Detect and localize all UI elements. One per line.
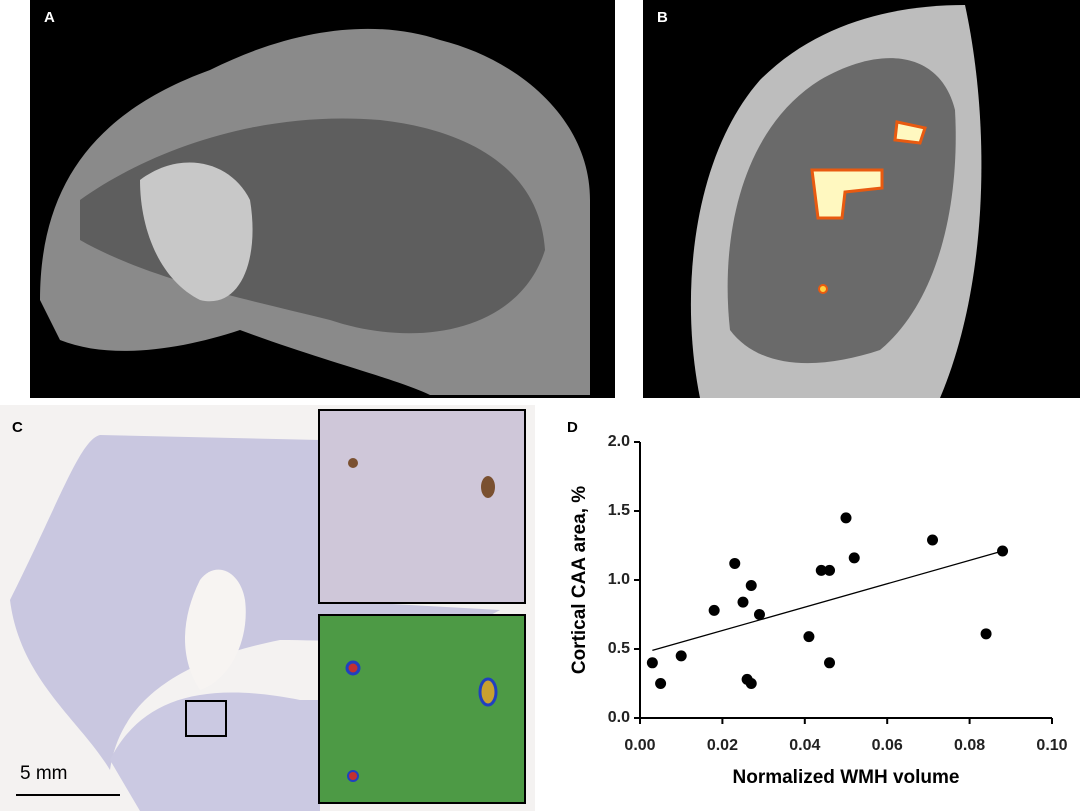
y-tick-label: 0.0 (608, 709, 630, 726)
point (737, 596, 749, 608)
trendline (652, 550, 1003, 652)
panel-label: B (657, 9, 668, 26)
y-tick-label: 2.0 (608, 433, 630, 450)
y-tick-label: 1.5 (608, 502, 630, 519)
point (840, 512, 852, 524)
point (824, 657, 836, 669)
panel-label: D (567, 419, 578, 436)
point (848, 552, 860, 564)
x-tick-label: 0.00 (624, 737, 655, 754)
x-tick-label: 0.10 (1036, 737, 1067, 754)
point (803, 631, 815, 643)
panel-b-image: B (643, 0, 1080, 398)
x-tick-label: 0.02 (707, 737, 738, 754)
point (815, 564, 827, 576)
point (753, 609, 765, 620)
x-axis-label: Normalized WMH volume (733, 767, 960, 788)
point (980, 628, 992, 640)
x-tick-label: 0.06 (872, 737, 903, 754)
y-tick-label: 0.5 (608, 640, 630, 657)
y-axis-label: Cortical CAA area, % (569, 486, 590, 674)
panel-a-image: A (30, 0, 615, 398)
x-tick-label: 0.08 (954, 737, 985, 754)
point (745, 678, 757, 689)
scatter-plot: 0.0 0.5 1.0 1.5 2.0 0.00 0.02 0.04 0.06 0.08 0.10 N… (569, 433, 1068, 788)
point (927, 534, 939, 546)
scale-bar-label: 5 mm (20, 763, 68, 784)
point (646, 657, 658, 669)
point (997, 545, 1009, 557)
y-tick-label: 1.0 (608, 571, 630, 588)
panel-c-image: 5 mm C (0, 405, 535, 811)
x-tick-label: 0.04 (789, 737, 820, 754)
panel-label: A (44, 9, 55, 26)
point (745, 580, 757, 592)
point (729, 557, 741, 569)
panel-label: C (12, 419, 23, 436)
point (824, 564, 836, 576)
point (675, 650, 687, 662)
point (708, 604, 720, 616)
point (655, 678, 667, 689)
